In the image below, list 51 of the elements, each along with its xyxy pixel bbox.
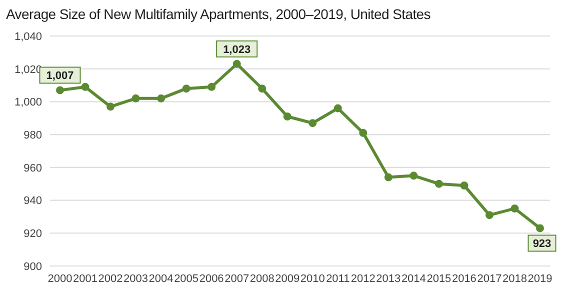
x-tick-label: 2015 [426, 272, 452, 285]
point [132, 94, 140, 102]
point [208, 82, 216, 91]
y-tick-label: 1,040 [14, 30, 42, 43]
x-tick-label: 2017 [477, 272, 502, 285]
y-tick-label: 980 [24, 129, 42, 142]
x-tick-label: 2008 [250, 272, 274, 285]
data-label: 1,023 [223, 44, 251, 56]
x-tick-label: 2009 [275, 272, 300, 285]
x-tick-label: 2003 [124, 272, 148, 285]
x-tick-label: 2000 [48, 272, 72, 285]
x-tick-label: 2013 [376, 272, 401, 285]
point [536, 224, 544, 232]
y-tick-label: 900 [24, 260, 42, 273]
x-tick-label: 2002 [98, 272, 123, 285]
x-tick-label: 2004 [148, 272, 174, 285]
x-tick-label: 2012 [350, 272, 376, 285]
y-tick-label: 940 [24, 195, 42, 208]
x-tick-label: 2007 [224, 272, 250, 285]
point [510, 204, 519, 212]
point [460, 182, 468, 190]
x-tick-label: 2001 [73, 272, 98, 285]
point [434, 180, 443, 188]
point [334, 104, 342, 112]
x-tick-label: 2011 [326, 272, 350, 285]
point [384, 173, 392, 182]
point [258, 84, 266, 93]
data-label: 1,007 [46, 70, 74, 82]
point [410, 172, 418, 180]
y-tick-label: 960 [24, 162, 42, 174]
x-tick-label: 2014 [401, 272, 426, 285]
x-tick-label: 2005 [174, 272, 199, 285]
point [157, 94, 166, 102]
point [308, 119, 317, 128]
point [106, 102, 115, 111]
x-tick-label: 2019 [528, 272, 552, 285]
data-label: 923 [532, 238, 552, 250]
y-tick-label: 1,000 [14, 96, 42, 109]
point [485, 211, 494, 220]
point [283, 112, 292, 120]
x-tick-label: 2010 [300, 272, 325, 285]
x-tick-label: 2006 [199, 272, 224, 285]
x-tick-label: 2018 [502, 272, 527, 285]
point [56, 86, 64, 94]
point [232, 60, 241, 68]
point [359, 128, 368, 137]
chart-title: Average Size of New Multifamily Apartments, 2000–2019, United States [6, 6, 430, 22]
point [81, 82, 90, 91]
y-tick-label: 920 [24, 228, 42, 240]
point [182, 84, 190, 93]
x-tick-label: 2016 [452, 272, 476, 285]
